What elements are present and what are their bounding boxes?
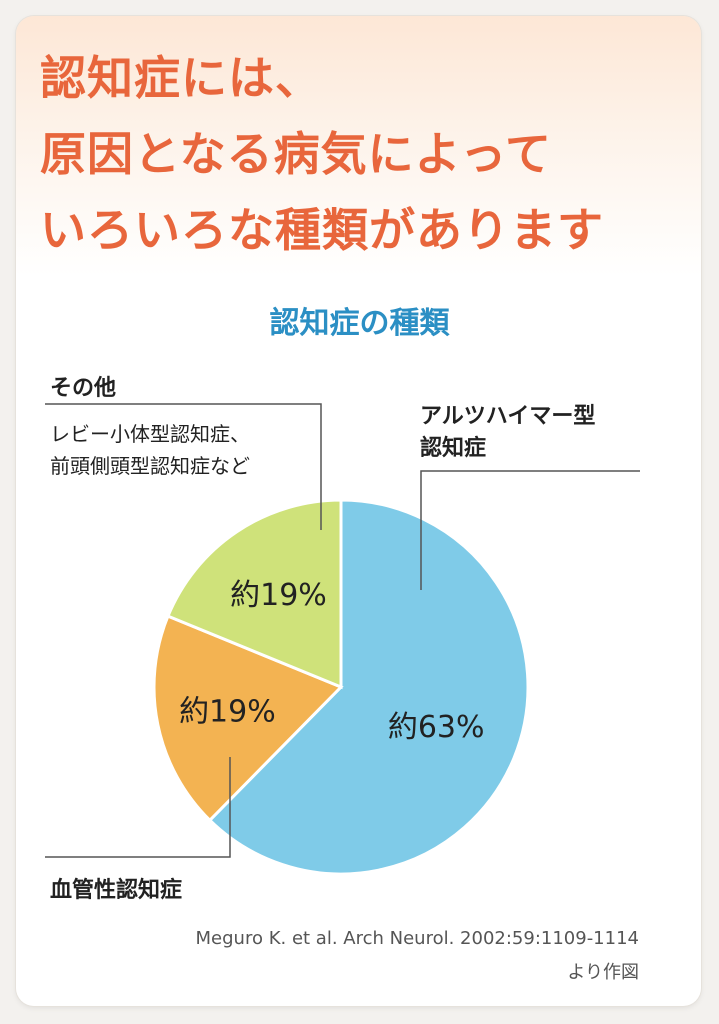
label-other-detail-2: 前頭側頭型認知症など <box>50 454 250 478</box>
headline: 認知症には、 原因となる病気によって いろいろな種類があります <box>40 40 700 268</box>
label-alzheimer-line-2: 認知症 <box>420 436 487 461</box>
citation-line-1: Meguro K. et al. Arch Neurol. 2002:59:11… <box>195 928 639 949</box>
label-other-detail-1: レビー小体型認知症、 <box>50 422 250 446</box>
leader-line-vascular <box>45 757 231 858</box>
label-vascular: 血管性認知症 <box>50 878 183 903</box>
citation-line-2: より作図 <box>567 962 639 983</box>
leader-line-alzheimer <box>420 470 640 590</box>
pct-label-alzheimer: 約63% <box>388 710 485 745</box>
citation: Meguro K. et al. Arch Neurol. 2002:59:11… <box>196 922 639 990</box>
pct-label-other: 約19% <box>230 578 327 613</box>
headline-line-1: 認知症には、 <box>40 51 322 105</box>
slice-other <box>166 498 343 690</box>
leader-line-other <box>45 403 322 530</box>
label-other: その他 <box>50 376 117 401</box>
slice-vascular <box>152 614 344 823</box>
pct-label-vascular: 約19% <box>179 694 276 729</box>
headline-line-2: 原因となる病気によって <box>40 127 552 181</box>
slice-alzheimer <box>207 498 530 876</box>
chart-title: 認知症の種類 <box>269 306 450 341</box>
label-alzheimer-line-1: アルツハイマー型 <box>420 404 596 429</box>
headline-line-3: いろいろな種類があります <box>40 203 604 257</box>
